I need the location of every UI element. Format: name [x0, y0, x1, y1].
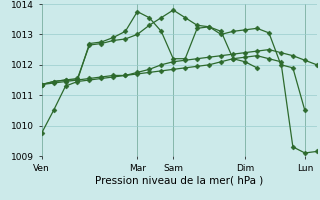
- X-axis label: Pression niveau de la mer( hPa ): Pression niveau de la mer( hPa ): [95, 175, 263, 185]
